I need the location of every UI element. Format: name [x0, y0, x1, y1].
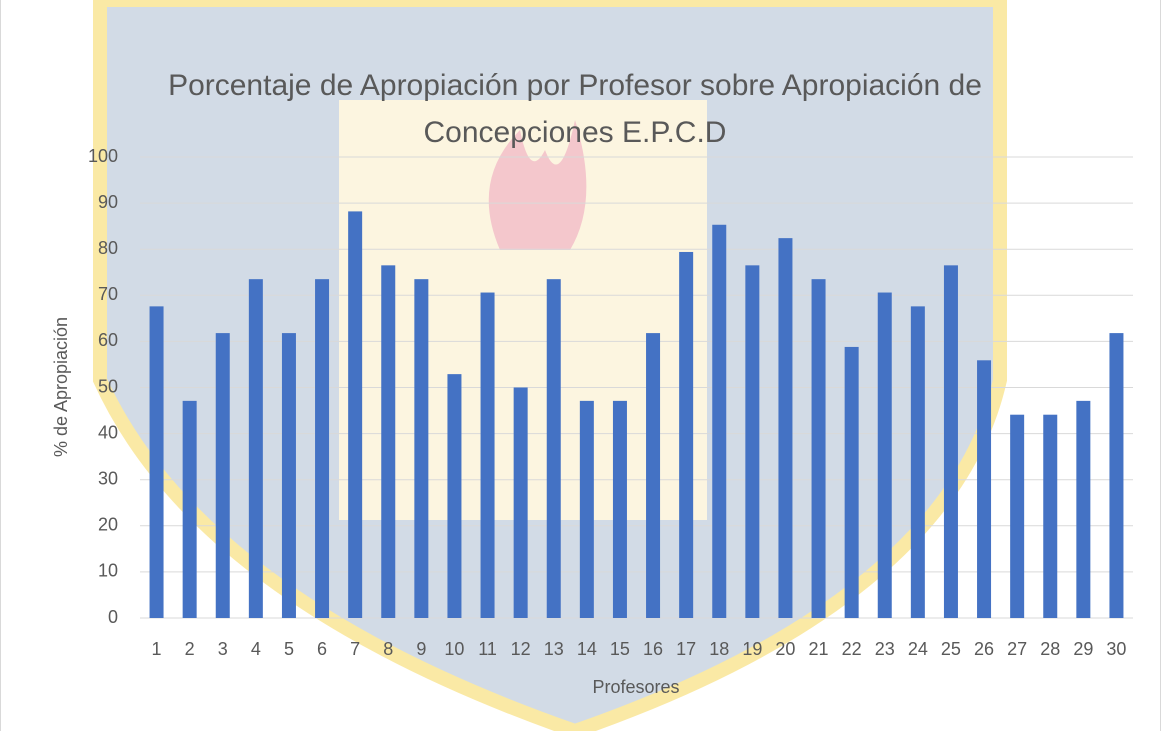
x-tick-label: 6 — [317, 639, 327, 659]
x-tick-label: 7 — [350, 639, 360, 659]
bar — [712, 224, 727, 618]
x-tick-label: 20 — [775, 639, 795, 659]
y-tick-label: 40 — [98, 422, 118, 442]
bar — [348, 211, 363, 618]
x-tick-label: 29 — [1073, 639, 1093, 659]
bar — [679, 251, 694, 618]
bar — [381, 265, 396, 618]
bar — [215, 333, 230, 618]
x-tick-label: 24 — [908, 639, 928, 659]
x-tick-label: 19 — [742, 639, 762, 659]
bar — [182, 400, 197, 618]
bar — [1043, 414, 1058, 618]
bar — [1109, 333, 1124, 618]
bar — [943, 265, 958, 618]
bar — [877, 292, 892, 618]
bar — [778, 238, 793, 619]
bar — [281, 333, 296, 618]
x-tick-label: 28 — [1040, 639, 1060, 659]
x-tick-label: 9 — [416, 639, 426, 659]
x-tick-label: 12 — [511, 639, 531, 659]
bar — [646, 333, 661, 618]
y-tick-label: 0 — [108, 607, 118, 627]
x-tick-label: 17 — [676, 639, 696, 659]
bar — [977, 360, 992, 618]
y-tick-label: 10 — [98, 561, 118, 581]
x-tick-label: 22 — [842, 639, 862, 659]
chart-title: Porcentaje de Apropiación por Profesor s… — [168, 69, 982, 149]
y-tick-label: 90 — [98, 192, 118, 212]
bar — [844, 346, 859, 618]
y-tick-label: 30 — [98, 468, 118, 488]
y-tick-label: 20 — [98, 515, 118, 535]
x-tick-label: 15 — [610, 639, 630, 659]
x-tick-label: 27 — [1007, 639, 1027, 659]
x-tick-label: 30 — [1106, 639, 1126, 659]
x-tick-label: 26 — [974, 639, 994, 659]
x-tick-label: 13 — [544, 639, 564, 659]
bar — [447, 374, 462, 618]
x-tick-label: 4 — [251, 639, 261, 659]
y-tick-label: 60 — [98, 330, 118, 350]
bar — [745, 265, 760, 618]
y-tick-label: 50 — [98, 376, 118, 396]
bar — [1076, 400, 1091, 618]
y-tick-label: 70 — [98, 284, 118, 304]
bar — [315, 279, 330, 618]
bar — [414, 279, 429, 618]
x-tick-label: 2 — [185, 639, 195, 659]
bar — [612, 400, 627, 618]
x-tick-label: 1 — [152, 639, 162, 659]
bar — [811, 279, 826, 618]
bar — [149, 306, 164, 618]
bar — [480, 292, 495, 618]
bar — [579, 400, 594, 618]
bar — [910, 306, 925, 618]
x-tick-label: 14 — [577, 639, 597, 659]
x-tick-label: 23 — [875, 639, 895, 659]
y-tick-label: 100 — [88, 146, 118, 166]
y-axis-title: % de Apropiación — [51, 317, 71, 457]
bar — [513, 387, 528, 618]
x-tick-label: 18 — [709, 639, 729, 659]
x-tick-label: 5 — [284, 639, 294, 659]
x-axis-title: Profesores — [592, 677, 679, 697]
x-tick-label: 21 — [809, 639, 829, 659]
bar — [546, 279, 561, 618]
bar — [248, 279, 263, 618]
bar — [1010, 414, 1025, 618]
x-tick-label: 8 — [383, 639, 393, 659]
x-tick-label: 16 — [643, 639, 663, 659]
x-tick-label: 10 — [444, 639, 464, 659]
y-tick-label: 80 — [98, 238, 118, 258]
x-tick-label: 3 — [218, 639, 228, 659]
x-tick-label: 25 — [941, 639, 961, 659]
x-tick-label: 11 — [478, 639, 497, 659]
